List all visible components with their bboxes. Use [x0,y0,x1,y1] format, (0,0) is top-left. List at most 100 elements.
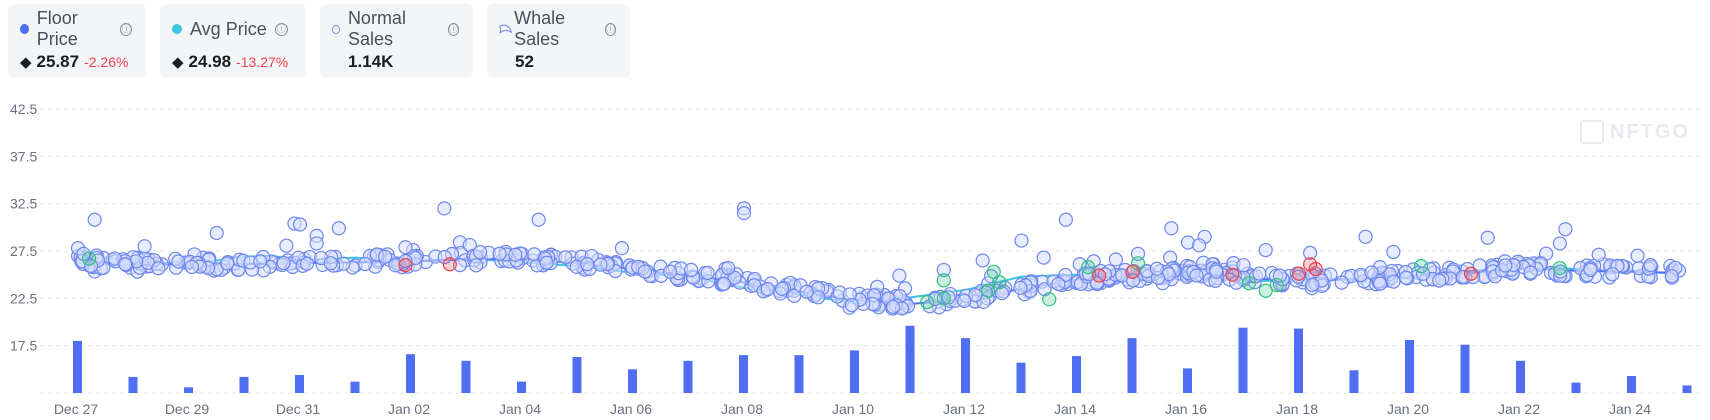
x-tick-label: Jan 16 [1165,401,1207,417]
volume-bar [1349,370,1359,393]
normal-sale-point [1372,276,1388,291]
normal-sale-outlier [975,253,990,268]
y-tick-label: 27.5 [10,243,37,259]
whale-sale-point [1225,267,1240,282]
x-tick-label: Jan 22 [1498,401,1540,417]
floor-price-card[interactable]: Floor Price ⓘ ◆ 25.87 -2.26% [8,4,146,78]
whale-sale-point [1269,277,1284,293]
normal-sale-outlier [1164,221,1179,236]
avg-price-header: Avg Price ⓘ [172,18,292,40]
avg-price-change: -13.27% [236,54,289,70]
volume-bar [350,381,360,393]
info-icon[interactable]: ⓘ [447,22,459,36]
normal-sale-point [1664,269,1679,284]
info-icon[interactable]: ⓘ [274,22,288,36]
normal-sale-point [469,258,484,273]
normal-sale-point [1209,264,1224,279]
whale-icon [499,24,513,34]
normal-sale-point [716,276,732,291]
x-tick-label: Jan 06 [610,401,652,417]
volume-bar [794,355,804,393]
normal-sale-outlier [1036,250,1051,265]
x-tick-label: Jan 04 [499,401,541,417]
normal-sales-card[interactable]: Normal Sales ⓘ 1.14K [320,4,473,78]
normal-sale-outlier [292,217,308,232]
normal-sale-point [844,297,859,313]
normal-sale-point [1013,280,1028,295]
whale-sale-point [1308,261,1323,277]
normal-sale-point [437,250,452,265]
normal-sale-point [452,257,468,273]
normal-sale-point [151,261,166,276]
info-icon[interactable]: ⓘ [120,22,133,36]
normal-sale-point [787,288,802,303]
normal-sales-value-row: 1.14K [332,52,459,72]
normal-sale-point [508,247,523,262]
x-tick-label: Jan 10 [832,401,874,417]
floor-price-value: 25.87 [36,52,80,71]
normal-sale-point [1051,276,1066,292]
volume-bar [1571,382,1581,393]
normal-sale-outlier [437,201,452,216]
normal-sale-point [279,238,294,253]
whale-sale-point [1042,292,1057,307]
volume-bar [1405,339,1414,393]
avg-price-card[interactable]: Avg Price ⓘ ◆ 24.98 -13.27% [160,4,306,78]
whale-sale-point [992,275,1007,290]
eth-icon: ◆ [20,54,32,71]
normal-sale-point [558,250,573,265]
whale-sale-point [1080,259,1096,275]
normal-sale-point [253,254,268,269]
normal-sale-point [1583,262,1598,278]
normal-sale-point [593,257,608,272]
watermark: NFTGO [1580,120,1690,144]
whale-sales-value: 52 [515,52,534,71]
normal-sale-outlier [1552,236,1567,251]
normal-sale-outlier [1630,248,1645,263]
normal-sale-point [957,293,972,308]
normal-sale-point [727,270,742,285]
y-tick-label: 37.5 [10,148,37,164]
volume-bar [572,357,582,393]
ring-dot-icon [332,24,340,34]
x-tick-label: Jan 18 [1276,401,1318,417]
volume-bar [1460,344,1470,393]
info-icon[interactable]: ⓘ [604,22,616,36]
y-tick-label: 22.5 [10,290,37,306]
volume-bar [739,355,748,393]
normal-sales-label: Normal Sales [347,8,406,49]
y-axis: 17.5 22.5 27.5 32.5 37.5 42.5 [10,101,37,354]
normal-sale-point [700,265,715,280]
normal-sale-point [1086,254,1101,269]
whale-sale-point [1291,266,1307,281]
volume-bar [683,360,693,393]
normal-sale-point [220,256,235,271]
normal-sale-point [377,249,393,264]
watermark-text: NFTGO [1610,120,1690,143]
volume-bars [73,325,1692,393]
whale-sales-header: Whale Sales ⓘ [499,8,616,49]
volume-bar [128,376,138,393]
floor-price-change: -2.26% [84,54,129,70]
x-tick-label: Jan 08 [721,401,763,417]
volume-bar [1183,368,1192,393]
normal-sale-point [1149,261,1164,276]
whale-sales-card[interactable]: Whale Sales ⓘ 52 [487,4,630,78]
stat-cards: Floor Price ⓘ ◆ 25.87 -2.26% Avg Price ⓘ… [8,4,630,78]
whale-sale-point [1258,283,1273,298]
avg-price-value: 24.98 [188,52,232,71]
normal-sale-point [760,281,775,297]
volume-bar [1516,360,1525,393]
whale-sale-point [398,258,413,273]
x-tick-label: Jan 12 [943,401,985,417]
volume-bar [628,369,637,393]
normal-sale-point [539,255,554,270]
whale-sale-point [1413,259,1429,274]
normal-sale-outlier [736,206,752,221]
normal-sale-outlier [87,212,102,227]
normal-sale-point [1398,270,1414,285]
normal-sale-outlier [1258,242,1273,258]
normal-sale-point [994,286,1010,301]
normal-sale-point [1498,258,1513,273]
